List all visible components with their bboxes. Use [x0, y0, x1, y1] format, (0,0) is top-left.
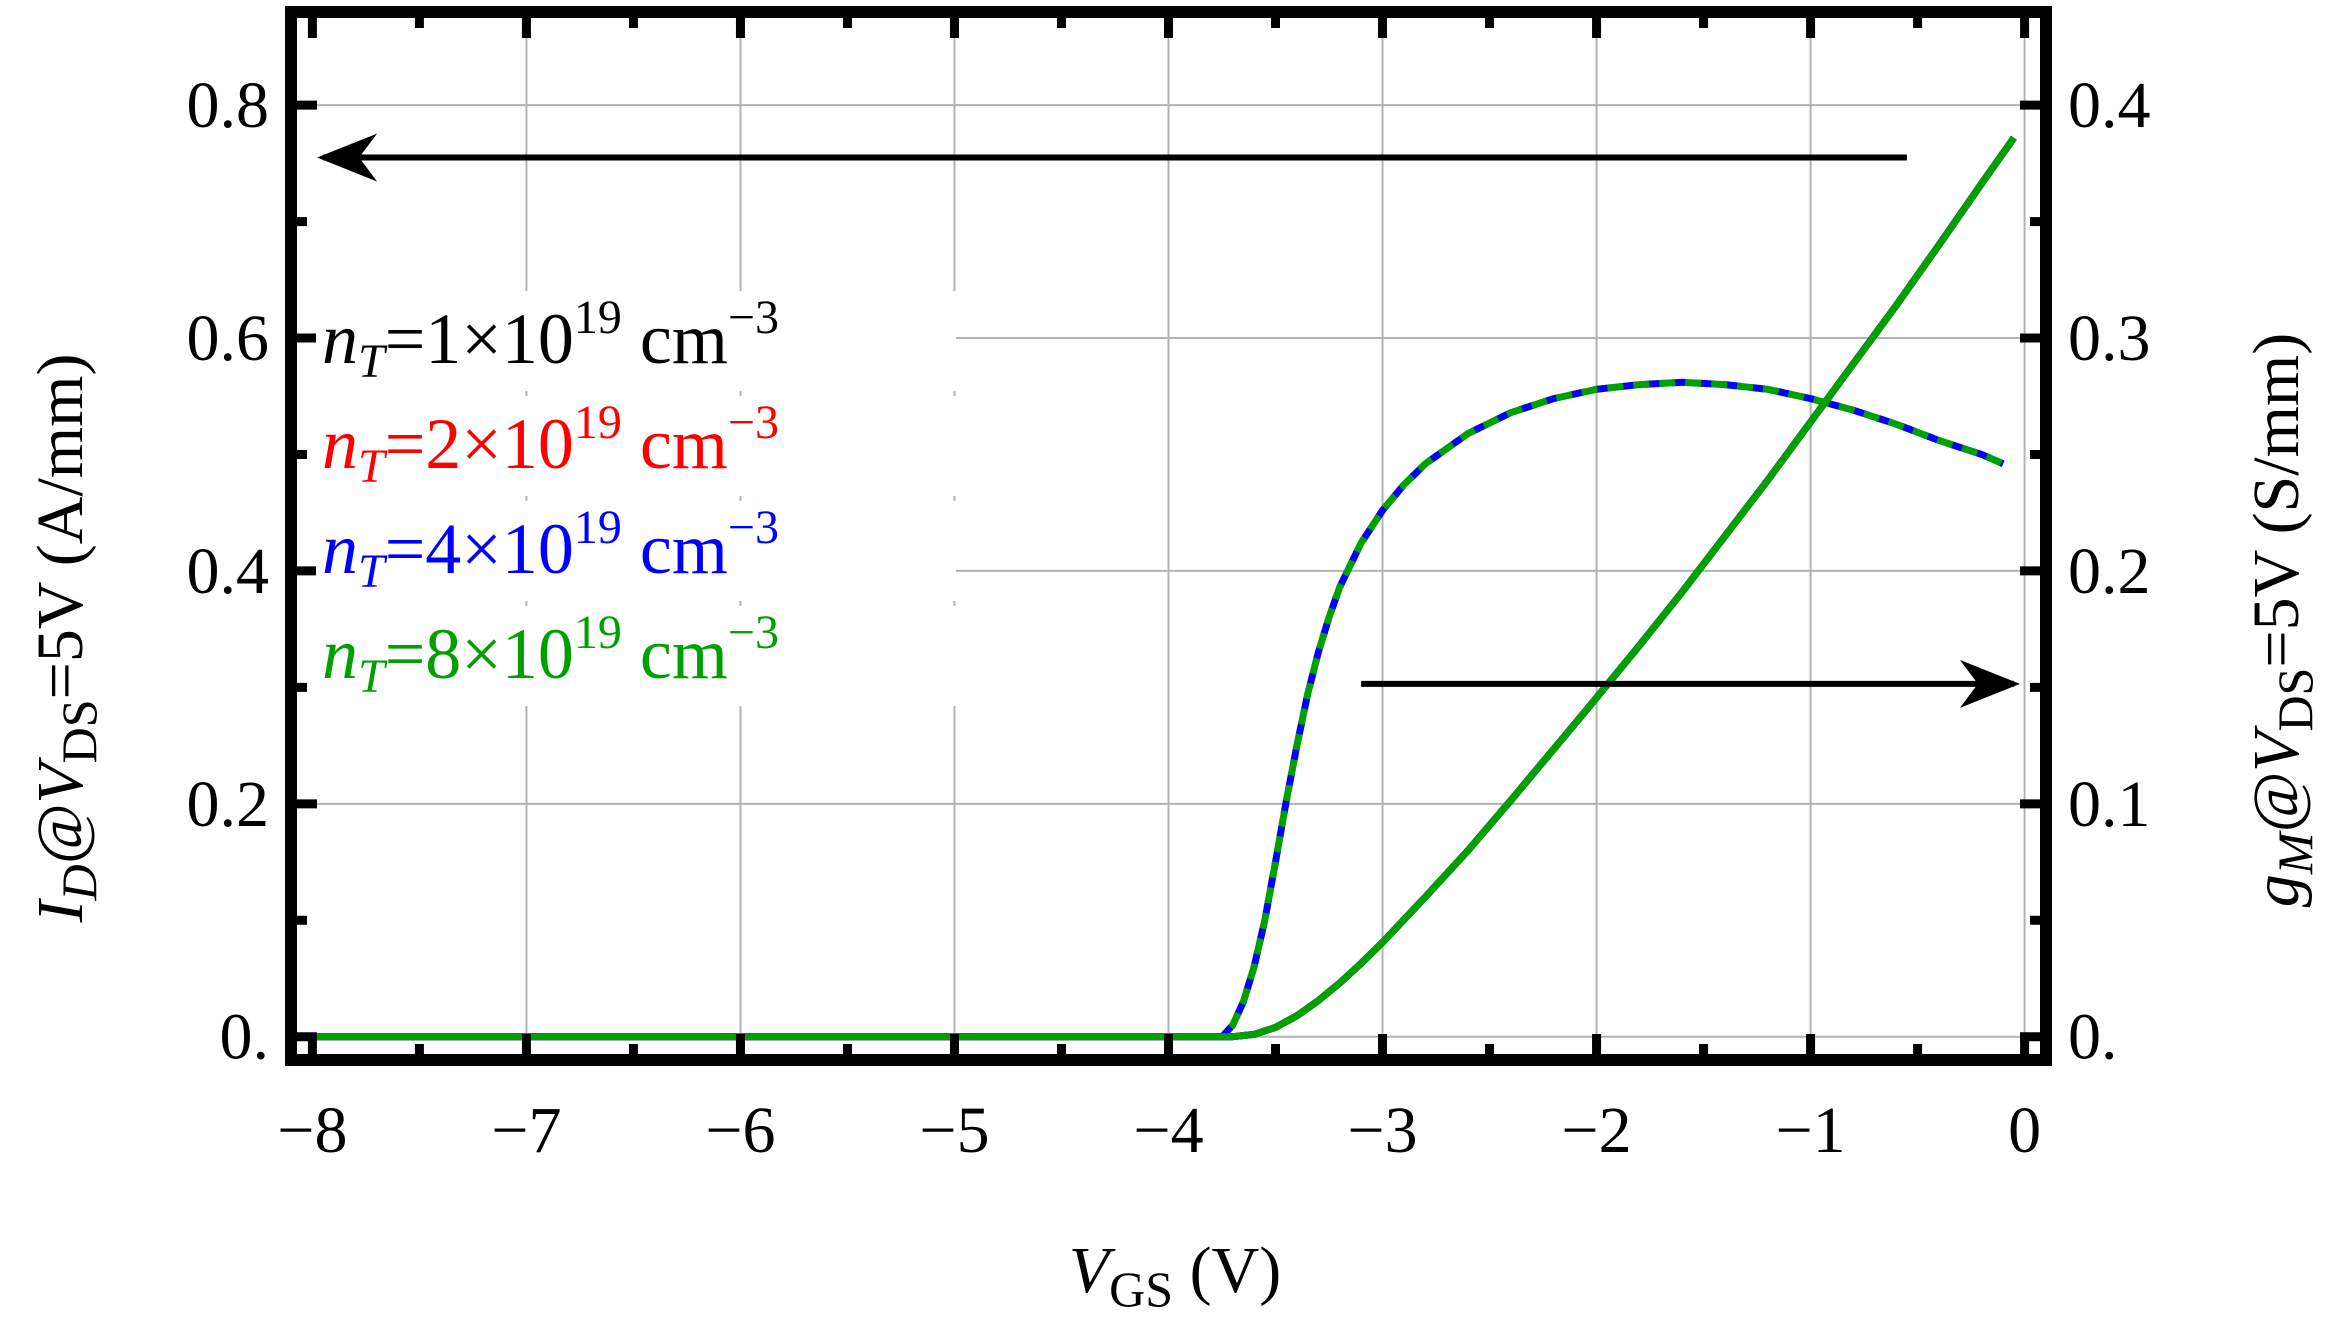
y-right-tick-label: 0.	[2068, 1001, 2118, 1074]
series-layer	[312, 135, 2017, 1041]
y-right-tick-label: 0.1	[2068, 768, 2151, 841]
legend-bg	[316, 501, 956, 601]
legend-entry-sub: T	[358, 335, 388, 388]
annotation-layer	[317, 133, 2020, 708]
legend-entry-prefix: n	[322, 614, 358, 694]
legend-entry: nT=1×1019 cm−3	[322, 291, 779, 388]
x-axis-title-sub: GS	[1109, 1261, 1173, 1317]
gm-curve	[1219, 378, 2005, 1040]
legend-entry-sup: 19	[574, 291, 622, 344]
id-curve	[312, 135, 2017, 1041]
y-left-tick-label: 0.4	[187, 535, 270, 608]
y-right-tick-label: 0.3	[2068, 302, 2151, 375]
legend-entry: nT=2×1019 cm−3	[322, 396, 779, 493]
x-axis-title: VGS (V)	[1069, 1234, 1281, 1317]
legend-entry: nT=8×1019 cm−3	[322, 606, 779, 703]
legend-entry-sup: 19	[574, 396, 622, 449]
gm-curve	[1219, 378, 2005, 1040]
legend: nT=1×1019 cm−3nT=2×1019 cm−3nT=4×1019 cm…	[316, 291, 956, 706]
legend-entry-mid: =8×10	[385, 614, 574, 694]
legend-entry-unit: cm	[622, 299, 728, 379]
x-tick-label: 0	[2008, 1094, 2041, 1167]
legend-entry-mid: =1×10	[385, 299, 574, 379]
legend-entry-sup: 19	[574, 501, 622, 554]
legend-bg	[316, 606, 956, 706]
legend-entry-sub: T	[358, 650, 388, 703]
x-tick-label: −6	[705, 1094, 775, 1167]
y-right-tick-label: 0.4	[2068, 69, 2151, 142]
x-tick-label: −8	[277, 1094, 347, 1167]
x-tick-label: −5	[919, 1094, 989, 1167]
y-left-at-sub: DS	[51, 699, 107, 763]
y-right-at: @V	[2240, 725, 2313, 833]
legend-entry-mid: =2×10	[385, 404, 574, 484]
legend-entry-unit-sup: −3	[728, 501, 779, 554]
legend-entry-unit-sup: −3	[728, 291, 779, 344]
y-left-var: I	[24, 897, 97, 923]
y-right-at-sub: DS	[2267, 668, 2323, 732]
x-tick-label: −7	[491, 1094, 561, 1167]
y-left-tick-label: 0.6	[187, 302, 270, 375]
x-tick-label: −2	[1561, 1094, 1631, 1167]
x-axis-title-rest: (V)	[1173, 1234, 1281, 1307]
legend-bg	[316, 396, 956, 496]
legend-entry-prefix: n	[322, 509, 358, 589]
y-right-var-sub: M	[2267, 830, 2323, 875]
x-axis-title-main: V	[1069, 1234, 1116, 1307]
x-tick-label: −4	[1133, 1094, 1203, 1167]
legend-entry-prefix: n	[322, 404, 358, 484]
ticks-layer	[291, 12, 2046, 1060]
legend-entry-sub: T	[358, 545, 388, 598]
legend-entry-mid: =4×10	[385, 509, 574, 589]
y-axis-right-title: gM@VDS=5V (S/mm)	[2240, 333, 2323, 907]
legend-entry-prefix: n	[322, 299, 358, 379]
y-axis-left-title: ID@VDS=5V (A/mm)	[24, 354, 107, 924]
y-left-at: @V	[24, 757, 97, 865]
legend-bg	[316, 291, 956, 391]
labels-layer: −8 −7 −6 −5 −4 −3 −2 −1 0 0. 0.2 0.4 0.6 0.8 0. 0.1 0.2 0…	[187, 69, 2151, 1167]
y-left-tick-label: 0.8	[187, 69, 270, 142]
legend-entry-unit: cm	[622, 509, 728, 589]
legend-entry-unit: cm	[622, 404, 728, 484]
legend-entry-unit-sup: −3	[728, 606, 779, 659]
legend-entry-sup: 19	[574, 606, 622, 659]
y-left-tick-label: 0.	[220, 1001, 270, 1074]
legend-entry: nT=4×1019 cm−3	[322, 501, 779, 598]
y-left-var-sub: D	[51, 864, 107, 901]
x-tick-label: −1	[1775, 1094, 1845, 1167]
legend-entry-unit: cm	[622, 614, 728, 694]
x-tick-label: −3	[1347, 1094, 1417, 1167]
y-left-rest: =5V (A/mm)	[24, 354, 97, 700]
legend-entry-unit-sup: −3	[728, 396, 779, 449]
y-right-tick-label: 0.2	[2068, 535, 2151, 608]
y-right-rest: =5V (S/mm)	[2240, 333, 2313, 668]
y-right-var: g	[2240, 874, 2313, 907]
y-left-tick-label: 0.2	[187, 768, 270, 841]
legend-entry-sub: T	[358, 440, 388, 493]
